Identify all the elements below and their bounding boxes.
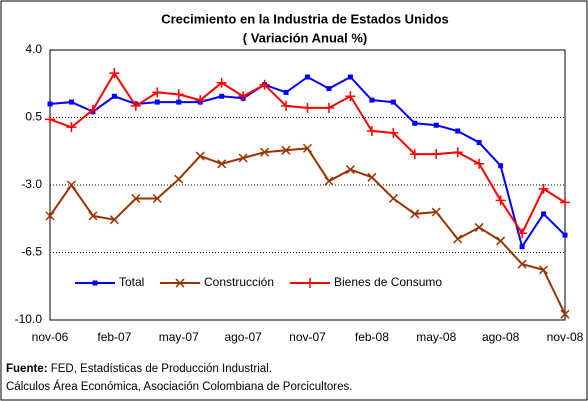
marker [238, 153, 248, 163]
marker [495, 195, 506, 206]
x-tick-label: feb-07 [97, 330, 131, 344]
marker [195, 151, 205, 161]
marker [390, 99, 396, 105]
marker [539, 265, 549, 275]
marker [496, 236, 506, 246]
marker [538, 183, 549, 194]
marker [323, 102, 334, 113]
x-tick-label: ago-07 [224, 330, 262, 344]
x-tick-label: nov-07 [289, 330, 326, 344]
x-tick-label: nov-06 [32, 330, 69, 344]
marker [519, 244, 525, 250]
marker [453, 234, 463, 244]
marker [369, 97, 375, 103]
legend-label: Total [119, 275, 144, 289]
marker [238, 91, 249, 102]
y-tick-label: -3.0 [21, 177, 42, 191]
marker [562, 232, 568, 238]
legend-marker [305, 278, 315, 288]
marker [281, 145, 291, 155]
marker [410, 209, 420, 219]
marker [474, 158, 485, 169]
x-tick-label: may-08 [416, 330, 456, 344]
marker [174, 174, 184, 184]
marker [45, 114, 55, 125]
marker [87, 104, 98, 115]
note: Cálculos Área Económica, Asociación Colo… [6, 380, 352, 393]
marker [302, 102, 313, 113]
marker [154, 99, 160, 105]
marker [476, 140, 482, 146]
marker [326, 86, 332, 92]
y-tick-label: 0.5 [25, 110, 42, 124]
y-tick-label: -10.0 [15, 312, 43, 326]
marker [217, 159, 227, 169]
marker [455, 128, 461, 134]
legend-label: Bienes de Consumo [334, 275, 442, 289]
marker [324, 176, 334, 186]
marker [498, 163, 504, 169]
chart-subtitle: ( Variación Anual %) [243, 30, 368, 45]
marker [109, 215, 119, 225]
marker [433, 122, 439, 128]
marker [431, 207, 441, 217]
marker [412, 120, 418, 126]
marker [173, 89, 184, 100]
marker [88, 211, 98, 221]
marker [409, 149, 420, 160]
marker [367, 172, 377, 182]
source-text: FED, Estadísticas de Producción Industri… [51, 363, 272, 375]
marker [452, 147, 463, 158]
legend-label: Construcción [204, 275, 274, 289]
marker [219, 93, 225, 99]
marker [283, 89, 289, 95]
marker [474, 222, 484, 232]
source-label: Fuente: [6, 363, 48, 375]
marker [560, 197, 570, 208]
marker [45, 211, 55, 221]
marker [111, 93, 117, 99]
marker [152, 87, 163, 98]
marker [260, 147, 270, 157]
marker [366, 126, 377, 136]
marker [345, 165, 355, 175]
marker [517, 259, 527, 269]
y-tick-label: 4.0 [25, 42, 42, 56]
marker [176, 99, 182, 105]
marker [66, 180, 76, 190]
marker [195, 95, 206, 106]
marker [259, 79, 270, 90]
marker [345, 91, 356, 102]
marker [560, 309, 570, 319]
source: Fuente: FED, Estadísticas de Producción … [6, 363, 272, 375]
marker [66, 122, 77, 133]
marker [281, 100, 292, 111]
x-tick-label: nov-08 [547, 330, 584, 344]
legend-marker [175, 278, 185, 288]
marker [131, 193, 141, 204]
y-tick-label: -6.5 [21, 245, 42, 259]
marker [302, 143, 313, 153]
x-tick-label: may-07 [159, 330, 199, 344]
marker [347, 74, 353, 80]
marker [152, 193, 162, 204]
marker [68, 99, 74, 105]
marker [541, 211, 547, 217]
marker [47, 101, 53, 107]
legend-marker [92, 280, 98, 286]
x-tick-label: ago-08 [482, 330, 520, 344]
marker [388, 127, 399, 138]
marker [517, 228, 528, 239]
marker [109, 68, 120, 79]
marker [130, 100, 141, 111]
chart-title: Crecimiento en la Industria de Estados U… [161, 11, 449, 26]
marker [305, 74, 310, 80]
marker [431, 149, 442, 160]
x-tick-label: feb-08 [355, 330, 389, 344]
marker [388, 193, 398, 204]
marker [216, 77, 227, 88]
